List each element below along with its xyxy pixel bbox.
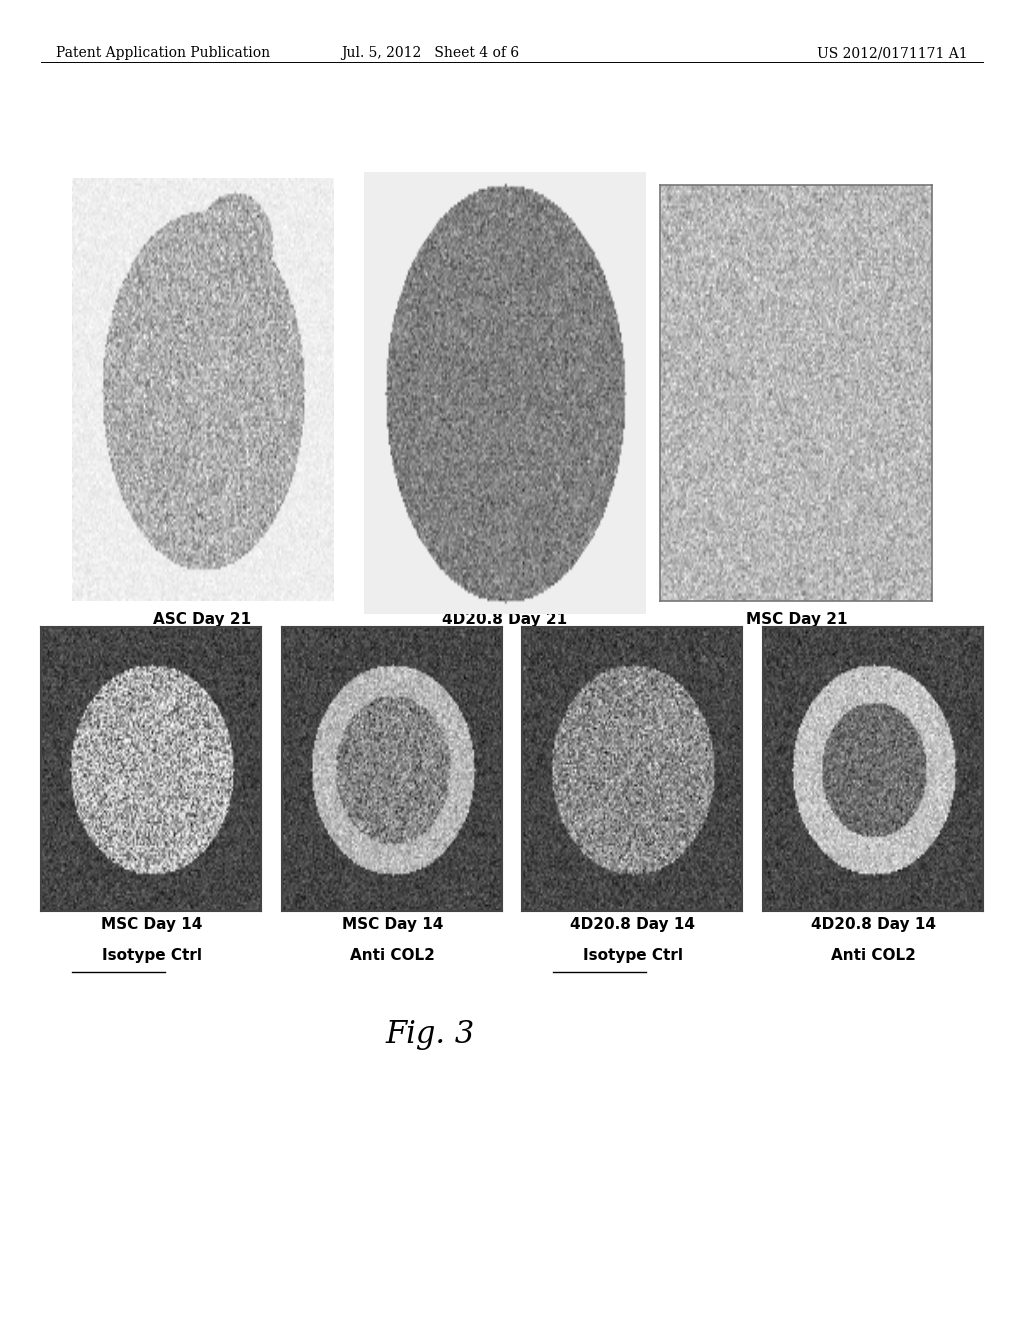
Text: MSC Day 14: MSC Day 14 <box>101 917 202 932</box>
Text: 4D20.8 Day 14: 4D20.8 Day 14 <box>570 917 695 932</box>
Text: MSC Day 21: MSC Day 21 <box>745 612 848 627</box>
Text: Jul. 5, 2012   Sheet 4 of 6: Jul. 5, 2012 Sheet 4 of 6 <box>341 46 519 61</box>
Text: ASC Day 21: ASC Day 21 <box>153 612 251 627</box>
Text: US 2012/0171171 A1: US 2012/0171171 A1 <box>817 46 968 61</box>
Text: Isotype Ctrl: Isotype Ctrl <box>583 948 683 962</box>
Text: Patent Application Publication: Patent Application Publication <box>56 46 270 61</box>
Text: 4D20.8 Day 21: 4D20.8 Day 21 <box>442 612 567 627</box>
Text: Fig. 3: Fig. 3 <box>385 1019 475 1049</box>
Text: Isotype Ctrl: Isotype Ctrl <box>101 948 202 962</box>
Text: Anti COL2: Anti COL2 <box>831 948 915 962</box>
Text: MSC Day 14: MSC Day 14 <box>342 917 442 932</box>
Text: 4D20.8 Day 14: 4D20.8 Day 14 <box>811 917 936 932</box>
Text: Anti COL2: Anti COL2 <box>350 948 434 962</box>
